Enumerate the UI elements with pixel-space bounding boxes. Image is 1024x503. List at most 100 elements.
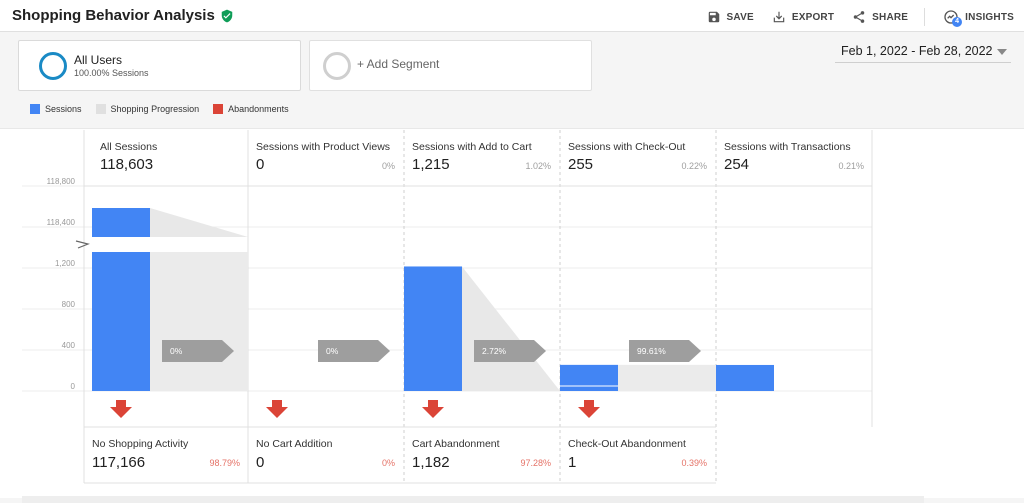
legend-item-abandonments: Abandonments bbox=[213, 104, 289, 114]
abandon-percentage: 98.79% bbox=[209, 458, 240, 468]
y-tick-label: 400 bbox=[61, 341, 75, 350]
save-button[interactable]: SAVE bbox=[707, 10, 754, 24]
bottom-scroll-strip bbox=[22, 496, 924, 503]
stage-value: 118,603 bbox=[100, 156, 154, 173]
legend-label-progression: Shopping Progression bbox=[110, 104, 200, 114]
date-range-picker[interactable]: Feb 1, 2022 - Feb 28, 2022 bbox=[835, 41, 1011, 63]
progression-arrow bbox=[162, 340, 234, 362]
y-tick-label: 800 bbox=[61, 300, 75, 309]
insights-badge: 4 bbox=[952, 17, 963, 27]
abandon-value: 1,182 bbox=[412, 454, 450, 471]
bar-transactions bbox=[716, 364, 774, 391]
progression-percentage: 0% bbox=[170, 346, 183, 356]
add-segment-card[interactable]: + Add Segment bbox=[309, 40, 592, 91]
stage-percentage: 0.22% bbox=[681, 161, 707, 171]
y-tick-label: 0 bbox=[70, 382, 75, 391]
stage-value: 254 bbox=[724, 156, 750, 173]
stage-product-views[interactable]: Sessions with Product Views 0 0% bbox=[248, 130, 403, 186]
chevron-down-icon bbox=[997, 49, 1007, 55]
stage-percentage: 0% bbox=[381, 161, 395, 171]
progression-band bbox=[150, 208, 248, 237]
abandon-label: Check-Out Abandonment bbox=[568, 438, 686, 450]
y-tick-label: 118,400 bbox=[46, 218, 75, 227]
stage-percentage: 1.02% bbox=[525, 161, 551, 171]
bar-all-sessions bbox=[92, 252, 150, 391]
legend-item-sessions: Sessions bbox=[30, 104, 82, 114]
abandon-arrow-icon bbox=[578, 400, 600, 418]
export-icon bbox=[773, 11, 785, 23]
segment-name: All Users bbox=[74, 53, 123, 67]
abandon-value: 1 bbox=[568, 454, 577, 471]
top-bar: Shopping Behavior Analysis SAVE EXPORT S… bbox=[0, 0, 1024, 32]
stage-add-to-cart[interactable]: Sessions with Add to Cart 1,215 1.02% bbox=[404, 130, 559, 186]
stage-label: Sessions with Product Views bbox=[256, 141, 391, 153]
progression-band bbox=[150, 252, 248, 391]
insights-button[interactable]: 4 INSIGHTS bbox=[943, 9, 1014, 27]
abandon-check-out-abandonment[interactable]: Check-Out Abandonment 1 0.39% bbox=[560, 427, 715, 483]
abandon-arrow-icon bbox=[266, 400, 288, 418]
page-title: Shopping Behavior Analysis bbox=[12, 7, 234, 24]
save-icon bbox=[708, 11, 719, 23]
abandon-value: 0 bbox=[256, 454, 265, 471]
share-label: SHARE bbox=[872, 11, 909, 23]
bar-all-sessions-top bbox=[92, 208, 150, 237]
date-range-text: Feb 1, 2022 - Feb 28, 2022 bbox=[841, 44, 993, 58]
export-label: EXPORT bbox=[791, 11, 835, 23]
insights-label: INSIGHTS bbox=[965, 11, 1014, 23]
abandon-cart-abandonment[interactable]: Cart Abandonment 1,182 97.28% bbox=[404, 427, 559, 483]
bar-check-out bbox=[560, 364, 618, 391]
progression-percentage: 99.61% bbox=[637, 346, 666, 356]
abandon-percentage: 97.28% bbox=[520, 458, 551, 468]
chart-legend: Sessions Shopping Progression Abandonmen… bbox=[30, 104, 289, 114]
progression-arrow bbox=[318, 340, 390, 362]
stage-label: Sessions with Transactions bbox=[724, 141, 851, 153]
legend-item-progression: Shopping Progression bbox=[95, 104, 200, 114]
add-segment-label: + Add Segment bbox=[357, 57, 440, 71]
abandon-arrow-icon bbox=[422, 400, 444, 418]
stage-value: 0 bbox=[256, 156, 265, 173]
stage-check-out[interactable]: Sessions with Check-Out 255 0.22% bbox=[560, 130, 715, 186]
stage-label: Sessions with Check-Out bbox=[568, 141, 686, 153]
segment-ring-icon bbox=[39, 52, 67, 80]
toolbar: SAVE EXPORT SHARE 4 INSIGHTS bbox=[689, 8, 1014, 27]
progression-band bbox=[618, 364, 716, 391]
stage-transactions[interactable]: Sessions with Transactions 254 0.21% bbox=[716, 130, 872, 186]
y-tick-label: 118,800 bbox=[46, 177, 75, 186]
abandon-label: No Cart Addition bbox=[256, 438, 333, 450]
export-button[interactable]: EXPORT bbox=[772, 10, 834, 24]
progression-arrow bbox=[629, 340, 701, 362]
y-tick-label: 1,200 bbox=[54, 259, 75, 268]
legend-swatch-progression bbox=[95, 104, 106, 114]
abandon-label: No Shopping Activity bbox=[92, 438, 189, 450]
page-title-text: Shopping Behavior Analysis bbox=[12, 7, 215, 24]
legend-swatch-abandonments bbox=[213, 104, 224, 114]
abandon-arrow-icon bbox=[110, 400, 132, 418]
stage-all-sessions[interactable]: All Sessions 118,603 bbox=[92, 130, 247, 186]
abandon-no-shopping-activity[interactable]: No Shopping Activity 117,166 98.79% bbox=[84, 427, 248, 483]
abandon-label: Cart Abandonment bbox=[412, 438, 500, 450]
stage-label: Sessions with Add to Cart bbox=[412, 141, 532, 153]
abandon-no-cart-addition[interactable]: No Cart Addition 0 0% bbox=[248, 427, 403, 483]
axis-break-icon bbox=[75, 240, 90, 249]
empty-segment-ring-icon bbox=[323, 52, 351, 80]
stage-value: 1,215 bbox=[412, 156, 450, 173]
share-button[interactable]: SHARE bbox=[852, 10, 908, 24]
abandon-percentage: 0.39% bbox=[681, 458, 707, 468]
stage-percentage: 0.21% bbox=[838, 161, 864, 171]
progression-arrow bbox=[474, 340, 546, 362]
toolbar-divider bbox=[924, 8, 926, 26]
progression-percentage: 0% bbox=[326, 346, 339, 356]
segment-percentage: 100.00% Sessions bbox=[74, 68, 149, 78]
abandon-percentage: 0% bbox=[381, 458, 395, 468]
progression-band bbox=[462, 266, 560, 391]
save-label: SAVE bbox=[726, 11, 754, 23]
stage-label: All Sessions bbox=[100, 141, 158, 153]
stage-value: 255 bbox=[568, 156, 594, 173]
bar-add-to-cart bbox=[404, 266, 462, 391]
segment-card-all-users[interactable]: All Users 100.00% Sessions bbox=[18, 40, 301, 91]
progression-percentage: 2.72% bbox=[482, 346, 507, 356]
legend-swatch-sessions bbox=[30, 104, 40, 114]
legend-label-abandonments: Abandonments bbox=[228, 104, 289, 114]
share-icon bbox=[853, 11, 865, 23]
